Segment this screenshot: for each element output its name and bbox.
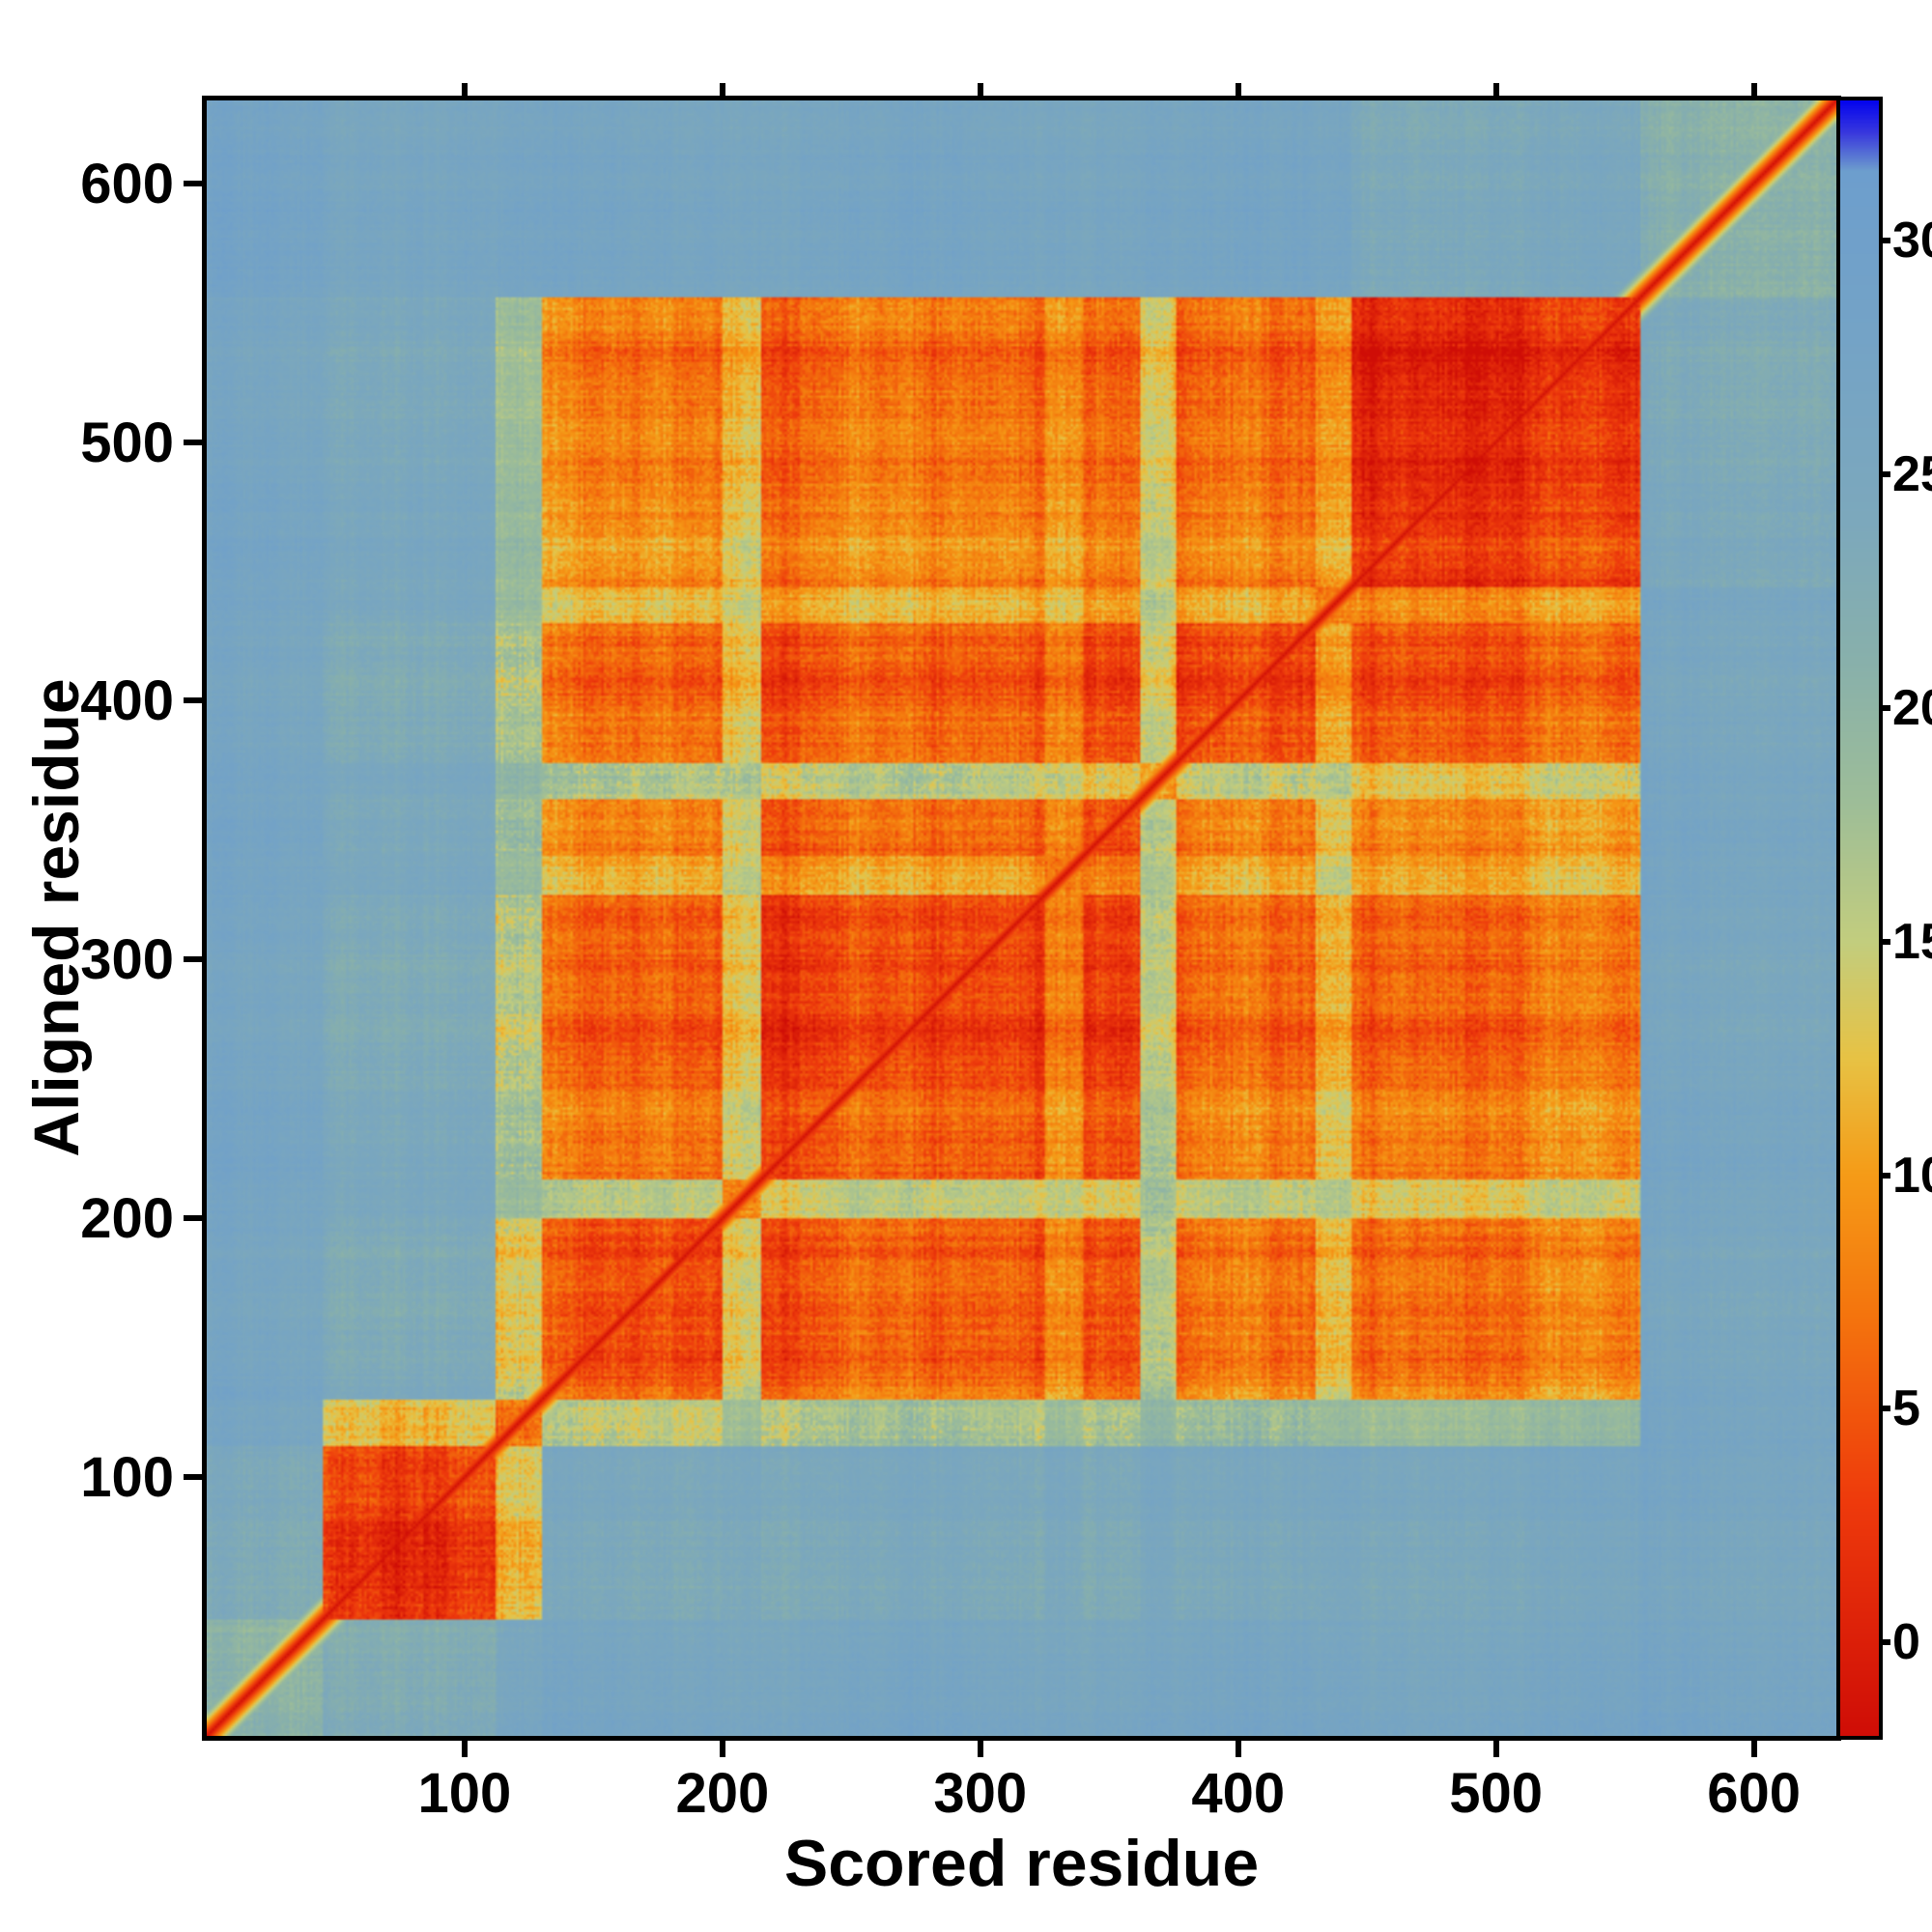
x-axis-label: Scored residue: [783, 1827, 1260, 1900]
x-tick-label: 600: [1707, 1762, 1801, 1825]
y-tick-mark: [184, 439, 207, 445]
colorbar-tick-label: 25: [1892, 445, 1932, 502]
colorbar-tick-label: 30: [1892, 213, 1932, 270]
colorbar-tick-mark: [1879, 704, 1890, 711]
y-tick-label: 200: [80, 1187, 174, 1251]
y-tick-label: 600: [80, 152, 174, 215]
y-tick-mark: [184, 1474, 207, 1481]
x-tick-mark: [1750, 1736, 1757, 1757]
y-tick-label: 500: [80, 411, 174, 474]
x-tick-mark-top: [1492, 83, 1499, 100]
colorbar-tick-mark: [1879, 238, 1890, 244]
x-tick-mark-top: [1235, 83, 1241, 100]
y-tick-label: 300: [80, 928, 174, 992]
colorbar-tick-label: 5: [1892, 1380, 1920, 1437]
y-tick-label: 400: [80, 669, 174, 733]
colorbar-tick-label: 10: [1892, 1147, 1932, 1204]
x-tick-mark: [719, 1736, 725, 1757]
x-tick-label: 500: [1449, 1762, 1544, 1825]
x-tick-label: 300: [933, 1762, 1028, 1825]
x-tick-mark: [1492, 1736, 1499, 1757]
colorbar-tick-mark: [1879, 1639, 1890, 1646]
colorbar-canvas: [1840, 100, 1879, 1736]
x-tick-label: 100: [417, 1762, 512, 1825]
y-tick-mark: [184, 180, 207, 186]
colorbar-tick-mark: [1879, 1172, 1890, 1179]
x-tick-label: 400: [1191, 1762, 1286, 1825]
x-tick-label: 200: [675, 1762, 770, 1825]
x-tick-mark-top: [719, 83, 725, 100]
heatmap-canvas: [207, 100, 1836, 1736]
colorbar-tick-label: 0: [1892, 1614, 1920, 1671]
x-tick-mark-top: [1750, 83, 1757, 100]
x-tick-mark-top: [461, 83, 468, 100]
colorbar-tick-mark: [1879, 1406, 1890, 1412]
y-tick-mark: [184, 956, 207, 963]
colorbar-tick-mark: [1879, 470, 1890, 477]
x-tick-mark: [1235, 1736, 1241, 1757]
y-tick-mark: [184, 1215, 207, 1222]
x-tick-mark: [977, 1736, 983, 1757]
x-tick-mark-top: [977, 83, 983, 100]
colorbar-tick-label: 20: [1892, 679, 1932, 736]
colorbar-tick-label: 15: [1892, 913, 1932, 970]
y-tick-mark: [184, 697, 207, 704]
x-tick-mark: [461, 1736, 468, 1757]
y-tick-label: 100: [80, 1446, 174, 1510]
colorbar-tick-mark: [1879, 938, 1890, 945]
